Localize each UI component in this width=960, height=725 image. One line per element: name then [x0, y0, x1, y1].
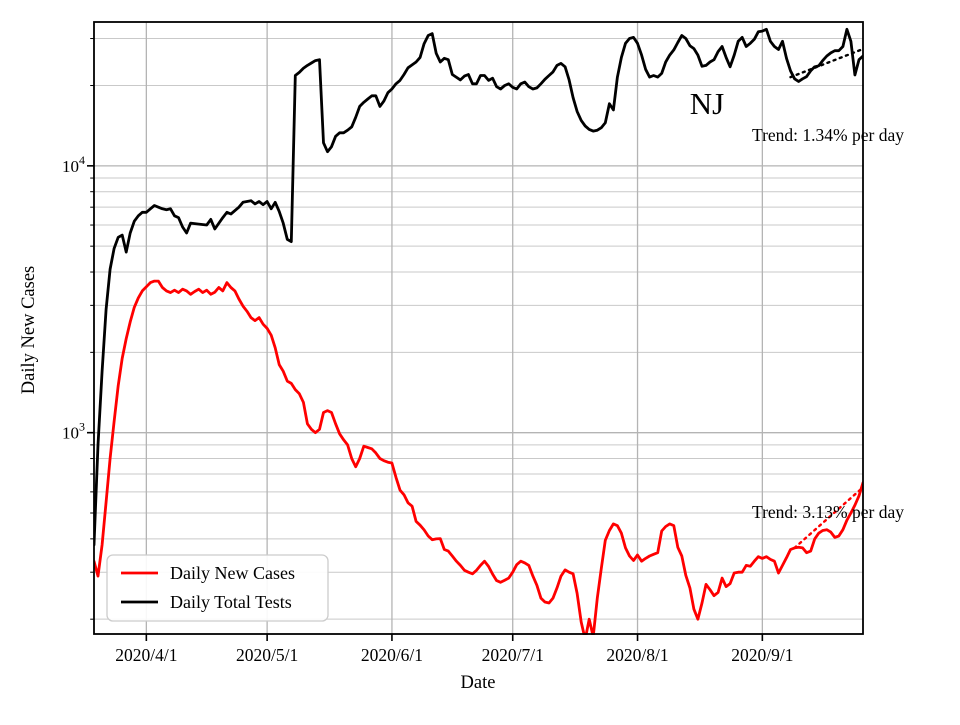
x-tick-label: 2020/9/1: [731, 645, 793, 665]
x-tick-label: 2020/7/1: [482, 645, 544, 665]
x-tick-label: 2020/4/1: [115, 645, 177, 665]
trend-lines-layer: [789, 47, 863, 550]
series-layer: [94, 27, 863, 635]
plot-border: [93, 21, 864, 635]
y-tick-label: 104: [62, 153, 85, 176]
legend-box: [106, 554, 329, 622]
trend-line-daily-new-cases: [793, 486, 863, 550]
axis-ticks: [87, 38, 764, 641]
trend-annotation-cases: Trend: 3.13% per day: [752, 502, 904, 522]
state-annotation: NJ: [690, 86, 724, 121]
series-line-daily-new-cases: [94, 279, 863, 635]
x-axis-label: Date: [461, 673, 496, 693]
minor-gridlines: [94, 38, 863, 620]
legend-label-1: Daily Total Tests: [170, 592, 292, 612]
tick-labels: 103 104 2020/4/1 2020/5/1 2020/6/1 2020/7/1 20…: [62, 153, 793, 665]
x-tick-label: 2020/8/1: [606, 645, 668, 665]
x-tick-label: 2020/6/1: [361, 645, 423, 665]
trend-line-daily-total-tests: [789, 47, 863, 79]
x-tick-label: 2020/5/1: [236, 645, 298, 665]
y-axis-label: Daily New Cases: [19, 266, 39, 394]
trend-annotation-tests: Trend: 1.34% per day: [752, 125, 904, 145]
legend-label-0: Daily New Cases: [170, 563, 295, 583]
legend: Daily New Cases Daily Total Tests: [106, 554, 329, 622]
y-tick-label: 103: [62, 420, 85, 443]
series-line-daily-total-tests: [94, 27, 863, 547]
